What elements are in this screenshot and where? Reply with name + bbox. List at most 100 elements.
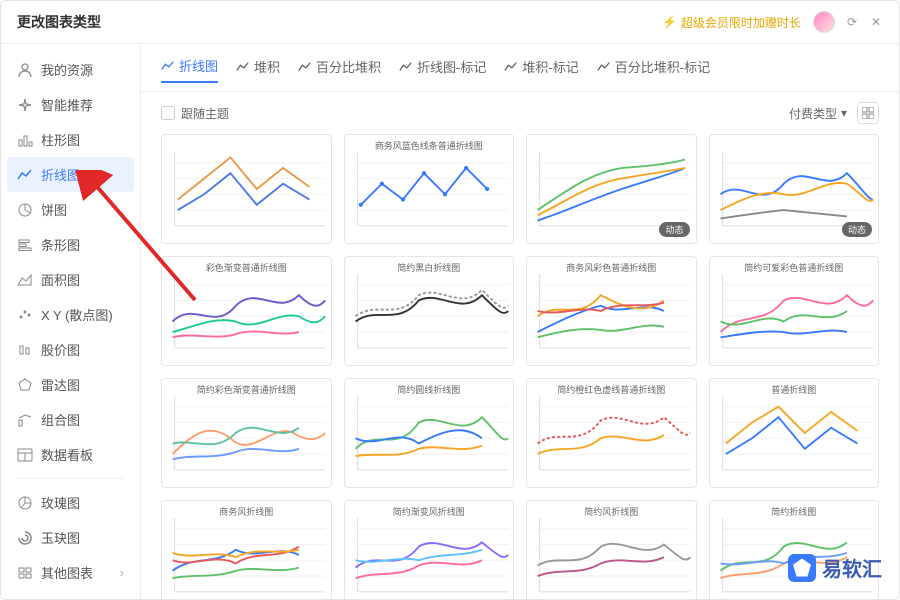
sidebar-item-label: 面积图: [41, 270, 80, 289]
sparkle-icon: [17, 97, 33, 113]
watermark-text: 易软汇: [822, 553, 882, 582]
tab-label: 堆积-标记: [522, 57, 578, 76]
tab-堆积-标记[interactable]: 堆积-标记: [504, 56, 578, 83]
bolt-icon: ⚡: [662, 15, 677, 29]
line-chart-icon: [298, 60, 312, 74]
tab-label: 百分比堆积-标记: [615, 57, 710, 76]
checkbox-box: [161, 106, 175, 120]
tabs: 折线图 堆积百分比堆积 折线图-标记 堆积-标记 百分比堆积-标记: [141, 44, 899, 92]
sidebar-item-jade[interactable]: 玉玦图: [1, 520, 140, 555]
vip-label: 超级会员限时加赠时长: [681, 14, 801, 31]
chart-thumbnail[interactable]: 普通折线图: [709, 378, 880, 488]
tab-堆积[interactable]: 堆积: [236, 56, 280, 83]
jade-icon: [17, 530, 33, 546]
sidebar-item-label: 折线图: [41, 165, 80, 184]
sidebar-item-bar[interactable]: 柱形图: [1, 122, 140, 157]
sidebar-item-label: 我的资源: [41, 60, 93, 79]
area-icon: [17, 272, 33, 288]
chart-thumbnail[interactable]: [161, 134, 332, 244]
sidebar-item-label: 饼图: [41, 200, 67, 219]
pie-icon: [17, 202, 33, 218]
chart-thumbnail[interactable]: 简约橙红色虚线普通折线图: [526, 378, 697, 488]
thumb-title: 简约彩色渐变普通折线图: [162, 383, 331, 396]
chevron-right-icon: ›: [120, 565, 124, 580]
avatar[interactable]: [813, 11, 835, 33]
chart-thumbnail[interactable]: 动态: [709, 134, 880, 244]
user-icon: [17, 62, 33, 78]
chart-thumbnail[interactable]: 商务风彩色普通折线图: [526, 256, 697, 366]
sidebar-item-label: X Y (散点图): [41, 305, 113, 324]
tab-label: 折线图: [179, 56, 218, 75]
vip-badge[interactable]: ⚡ 超级会员限时加赠时长: [662, 14, 801, 31]
filter-label: 付费类型: [789, 105, 837, 122]
sidebar-item-sparkle[interactable]: 智能推荐: [1, 87, 140, 122]
chevron-down-icon: ▾: [841, 106, 847, 120]
thumbnail-grid: 商务风蓝色线条普通折线图动态 动态彩色渐变普通折线图 简约黑白折线图商务风彩色普通折…: [141, 134, 899, 599]
thumb-title: 简约风折线图: [527, 505, 696, 518]
sidebar-item-area[interactable]: 面积图: [1, 262, 140, 297]
dynamic-badge: 动态: [842, 222, 872, 237]
sidebar-item-more[interactable]: 其他图表 ›: [1, 555, 140, 590]
thumb-title: 彩色渐变普通折线图: [162, 261, 331, 274]
chart-thumbnail[interactable]: 简约彩色渐变普通折线图: [161, 378, 332, 488]
thumb-title: 普通折线图: [710, 383, 879, 396]
tab-百分比堆积-标记[interactable]: 百分比堆积-标记: [597, 56, 710, 83]
thumb-title: 简约渐变风折线图: [345, 505, 514, 518]
follow-theme-label: 跟随主题: [181, 105, 229, 122]
sidebar-item-scatter[interactable]: X Y (散点图): [1, 297, 140, 332]
thumb-title: 商务风折线图: [162, 505, 331, 518]
sidebar-item-stock[interactable]: 股价图: [1, 332, 140, 367]
filter-select[interactable]: 付费类型 ▾: [789, 105, 847, 122]
sidebar-item-label: 组合图: [41, 410, 80, 429]
sidebar-item-label: 条形图: [41, 235, 80, 254]
tab-百分比堆积[interactable]: 百分比堆积: [298, 56, 381, 83]
chart-thumbnail[interactable]: 简约圆线折线图: [344, 378, 515, 488]
line-chart-icon: [236, 60, 250, 74]
chart-thumbnail[interactable]: 简约渐变风折线图: [344, 500, 515, 599]
tab-折线图[interactable]: 折线图: [161, 56, 218, 83]
tab-折线图-标记[interactable]: 折线图-标记: [399, 56, 486, 83]
scatter-icon: [17, 307, 33, 323]
sidebar-item-label: 其他图表: [41, 563, 93, 582]
sidebar-item-dashboard[interactable]: 数据看板: [1, 437, 140, 472]
hbar-icon: [17, 237, 33, 253]
sidebar-item-user[interactable]: 我的资源: [1, 52, 140, 87]
line-chart-icon: [399, 60, 413, 74]
sidebar-item-label: 数据看板: [41, 445, 93, 464]
thumb-title: 简约圆线折线图: [345, 383, 514, 396]
thumb-title: 简约折线图: [710, 505, 879, 518]
thumb-title: 商务风蓝色线条普通折线图: [345, 139, 514, 152]
tab-label: 折线图-标记: [417, 57, 486, 76]
radar-icon: [17, 377, 33, 393]
chart-thumbnail[interactable]: 简约可爱彩色普通折线图: [709, 256, 880, 366]
close-icon[interactable]: ✕: [869, 15, 883, 29]
line-chart-icon: [597, 60, 611, 74]
thumb-title: 简约黑白折线图: [345, 261, 514, 274]
sidebar-item-line[interactable]: 折线图: [7, 157, 134, 192]
sidebar-item-label: 智能推荐: [41, 95, 93, 114]
dynamic-badge: 动态: [659, 222, 689, 237]
watermark-icon: [788, 554, 816, 582]
follow-theme-checkbox[interactable]: 跟随主题: [161, 105, 229, 122]
dashboard-icon: [17, 447, 33, 463]
grid-view-button[interactable]: [857, 102, 879, 124]
window-title: 更改图表类型: [17, 12, 101, 32]
settings-icon[interactable]: ⟳: [847, 15, 857, 29]
chart-thumbnail[interactable]: 彩色渐变普通折线图: [161, 256, 332, 366]
chart-thumbnail[interactable]: 动态: [526, 134, 697, 244]
sidebar-item-radar[interactable]: 雷达图: [1, 367, 140, 402]
chart-thumbnail[interactable]: 商务风蓝色线条普通折线图: [344, 134, 515, 244]
chart-thumbnail[interactable]: 简约黑白折线图: [344, 256, 515, 366]
chart-thumbnail[interactable]: 简约风折线图: [526, 500, 697, 599]
sidebar-item-hbar[interactable]: 条形图: [1, 227, 140, 262]
toolbar: 跟随主题 付费类型 ▾: [141, 92, 899, 134]
sidebar-item-pie[interactable]: 饼图: [1, 192, 140, 227]
tab-label: 堆积: [254, 57, 280, 76]
bar-icon: [17, 132, 33, 148]
chart-thumbnail[interactable]: 商务风折线图: [161, 500, 332, 599]
chart-thumbnail[interactable]: 简约折线图: [709, 500, 880, 599]
sidebar-item-rose[interactable]: 玫瑰图: [1, 485, 140, 520]
sidebar-item-combo[interactable]: 组合图: [1, 402, 140, 437]
sidebar-item-label: 玉玦图: [41, 528, 80, 547]
sidebar-item-label: 股价图: [41, 340, 80, 359]
